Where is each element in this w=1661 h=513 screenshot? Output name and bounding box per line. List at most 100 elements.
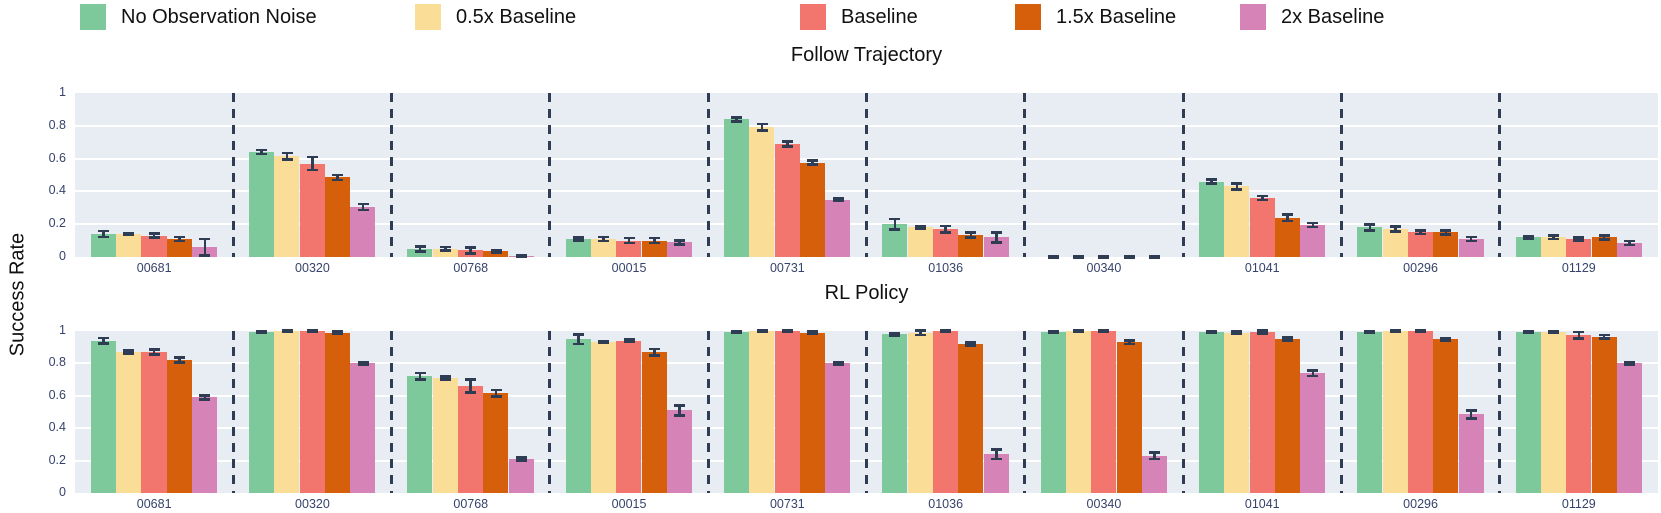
error-bar-cap	[256, 148, 268, 152]
error-bar-cap	[414, 249, 426, 253]
bar-00731-series-4	[825, 363, 851, 493]
error-bar-cap	[990, 447, 1002, 451]
error-bar	[361, 204, 365, 210]
bar-01041-series-0	[1198, 331, 1224, 493]
group-separator	[390, 331, 394, 493]
error-bar-cap	[1206, 182, 1218, 185]
error-bar-cap	[1624, 243, 1635, 247]
error-bar-cap	[889, 331, 901, 335]
error-bar-cap	[281, 158, 293, 161]
bar-00320-series-0	[249, 152, 275, 257]
bar-00296-series-4	[1458, 414, 1484, 493]
error-bar-cap	[1123, 255, 1135, 258]
error-bar-cap	[1548, 329, 1560, 333]
bar-01036-series-3	[958, 234, 984, 257]
bar-01129-series-3	[1591, 237, 1617, 257]
error-bar-cap	[623, 236, 635, 240]
bar-00296-series-3	[1433, 339, 1459, 493]
group-separator	[1498, 331, 1502, 493]
error-bar-cap	[1415, 232, 1427, 236]
bar-01129-series-0	[1515, 237, 1541, 257]
error-bar-cap	[465, 391, 477, 394]
bar-01041-series-3	[1274, 339, 1300, 493]
error-bar-cap	[281, 151, 293, 155]
bar-01036-series-0	[882, 334, 908, 493]
error-bar	[836, 198, 840, 201]
bar-00340-series-1	[1065, 331, 1091, 493]
bar-00320-series-2	[299, 163, 325, 257]
bar-00320-series-2	[299, 331, 325, 493]
error-bar-cap	[1548, 331, 1560, 335]
x-tick-label-00340: 00340	[1086, 261, 1122, 275]
error-bar-cap	[1256, 194, 1268, 198]
bar-00768-series-4	[508, 458, 534, 493]
error-bar	[152, 233, 156, 238]
error-bar-cap	[965, 341, 977, 344]
error-bar-cap	[623, 241, 635, 245]
bar-01036-series-3	[958, 343, 984, 493]
error-bar-cap	[332, 173, 344, 177]
error-bar-cap	[1440, 336, 1452, 340]
error-bar-cap	[965, 231, 977, 234]
error-bar	[786, 141, 789, 147]
bar-00768-series-0	[407, 248, 433, 257]
error-bar-cap	[648, 354, 660, 357]
bar-00731-series-2	[774, 331, 800, 493]
bar-01036-series-1	[907, 332, 933, 493]
error-bar-cap	[1364, 229, 1376, 233]
bar-00296-series-4	[1458, 238, 1484, 257]
bar-00768-series-3	[483, 251, 509, 257]
error-bar-cap	[1149, 256, 1161, 259]
bar-00320-series-1	[274, 156, 300, 257]
error-bar-cap	[173, 235, 185, 239]
legend-item-baseline: Baseline	[800, 4, 918, 30]
error-bar	[1526, 236, 1530, 239]
legend-item-no-observation-noise: No Observation Noise	[80, 4, 317, 30]
error-bar	[1210, 179, 1213, 184]
error-bar-cap	[123, 352, 135, 355]
error-bar	[336, 175, 340, 180]
error-bar-cap	[572, 239, 584, 242]
error-bar-cap	[173, 239, 185, 243]
error-bar-cap	[1573, 337, 1585, 340]
error-bar-cap	[1231, 188, 1243, 192]
y-tick-label: 0.8	[48, 117, 66, 132]
bar-00296-series-0	[1357, 331, 1383, 493]
error-bar-cap	[199, 398, 211, 401]
y-tick-label: 0.4	[48, 420, 66, 435]
error-bar-cap	[332, 332, 344, 335]
error-bar	[919, 330, 922, 336]
x-tick-label-01041: 01041	[1244, 497, 1280, 511]
chart-title-rl-policy: RL Policy	[824, 282, 909, 304]
error-bar-cap	[756, 129, 768, 133]
error-bar-cap	[1256, 332, 1268, 335]
bar-00681-series-0	[90, 340, 116, 493]
error-bar	[1368, 224, 1372, 231]
error-bar-cap	[832, 363, 844, 366]
error-bar-cap	[990, 457, 1002, 461]
error-bar-cap	[1440, 229, 1452, 232]
error-bar-cap	[756, 330, 768, 334]
error-bar	[969, 232, 973, 238]
error-bar-cap	[572, 332, 584, 336]
error-bar	[444, 246, 447, 251]
error-bar	[178, 357, 181, 363]
error-bar	[203, 395, 207, 400]
bar-01036-series-4	[983, 454, 1009, 493]
group-separator	[548, 331, 552, 493]
error-bar-cap	[1256, 198, 1268, 202]
error-bar-cap	[648, 241, 660, 245]
legend-swatch	[800, 4, 826, 30]
error-bar-cap	[807, 330, 819, 333]
error-bar-cap	[1548, 237, 1560, 241]
error-bar	[811, 160, 814, 165]
error-bar-cap	[1098, 256, 1110, 259]
bar-01041-series-2	[1249, 197, 1275, 257]
bar-00731-series-0	[724, 119, 750, 257]
error-bar-cap	[1047, 329, 1059, 333]
bar-00320-series-0	[249, 331, 275, 493]
error-bar	[1602, 235, 1606, 240]
x-tick-label-00768: 00768	[453, 261, 489, 275]
bar-00681-series-4	[192, 397, 218, 493]
error-bar-cap	[1282, 219, 1294, 223]
